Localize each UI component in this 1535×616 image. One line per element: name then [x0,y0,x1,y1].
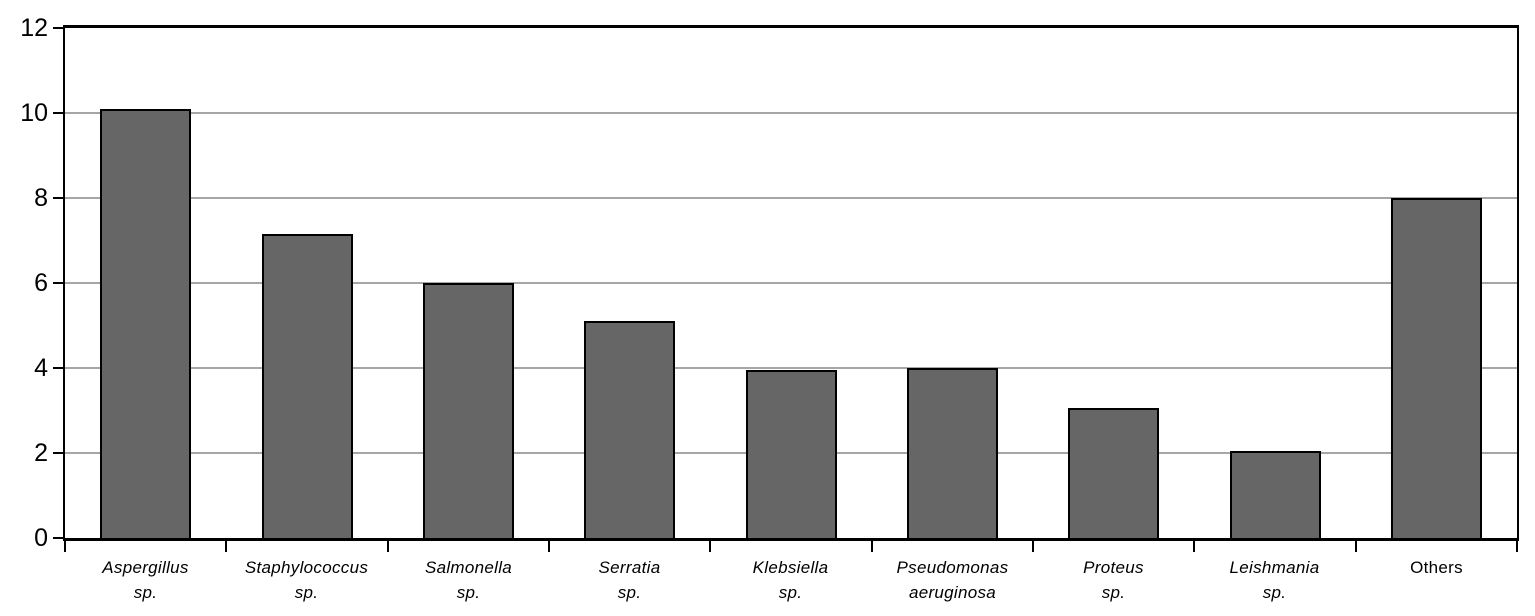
y-axis-tick [53,27,63,29]
x-axis-label-line: Others [1410,558,1463,577]
x-axis-tick [64,541,66,552]
x-axis-label-line: Leishmania [1229,558,1320,577]
x-axis-label: Leishmania sp. [1194,555,1355,605]
x-axis-label: Serratia sp. [549,555,710,605]
x-axis-label-line: Serratia [598,558,661,577]
plot-area [63,25,1519,541]
y-axis-tick [53,367,63,369]
x-axis-label-line: Staphylococcus [244,558,369,577]
grid-line [65,112,1517,114]
x-axis-label: Klebsiella sp. [710,555,871,605]
y-axis-tick [53,537,63,539]
x-axis-label-line: sp. [778,583,803,602]
x-axis-label-line: sp. [133,583,158,602]
x-axis-label: Salmonella sp. [388,555,549,605]
x-axis-tick [1193,541,1195,552]
x-axis-label: Others [1356,555,1517,580]
x-axis-label: Aspergillus sp. [65,555,226,605]
x-axis-tick [548,541,550,552]
x-axis-label-line: Aspergillus [102,558,189,577]
x-axis-tick [387,541,389,552]
grid-line [65,367,1517,369]
x-axis-label-line: aeruginosa [908,583,997,602]
bar [584,321,675,538]
x-axis-label: Pseudomonas aeruginosa [872,555,1033,605]
x-axis-label-line: Proteus [1083,558,1144,577]
bar [746,370,837,538]
bar [262,234,353,538]
x-axis-label-line: Klebsiella [752,558,829,577]
x-axis-tick [1355,541,1357,552]
x-axis-label-line: sp. [456,583,481,602]
y-axis-tick [53,452,63,454]
bar [1230,451,1321,538]
y-axis-tick [53,112,63,114]
y-axis-label: 6 [34,269,48,297]
bar [907,368,998,538]
x-axis-label-line: sp. [617,583,642,602]
grid-line [65,282,1517,284]
x-axis-label-line: sp. [1101,583,1126,602]
x-axis-label-line: Salmonella [424,558,513,577]
x-axis-label-line: Pseudomonas [896,558,1009,577]
bar [1391,198,1482,538]
bar [100,109,191,538]
x-axis-label: Staphylococcus sp. [226,555,387,605]
y-axis-label: 2 [34,439,48,467]
bar [423,283,514,538]
grid-line [65,197,1517,199]
y-axis-label: 8 [34,184,48,212]
y-axis-label: 0 [34,524,48,552]
y-axis-tick [53,197,63,199]
y-axis-label: 4 [34,354,48,382]
x-axis-tick [1032,541,1034,552]
x-axis-tick [1516,541,1518,552]
x-axis-label: Proteus sp. [1033,555,1194,605]
bar [1068,408,1159,538]
y-axis-label: 10 [20,99,48,127]
x-axis-tick [871,541,873,552]
x-axis-tick [225,541,227,552]
x-axis-label-line: sp. [294,583,319,602]
x-axis-label-line: sp. [1262,583,1287,602]
y-axis-tick [53,282,63,284]
y-axis-label: 12 [20,14,48,42]
x-axis-tick [709,541,711,552]
